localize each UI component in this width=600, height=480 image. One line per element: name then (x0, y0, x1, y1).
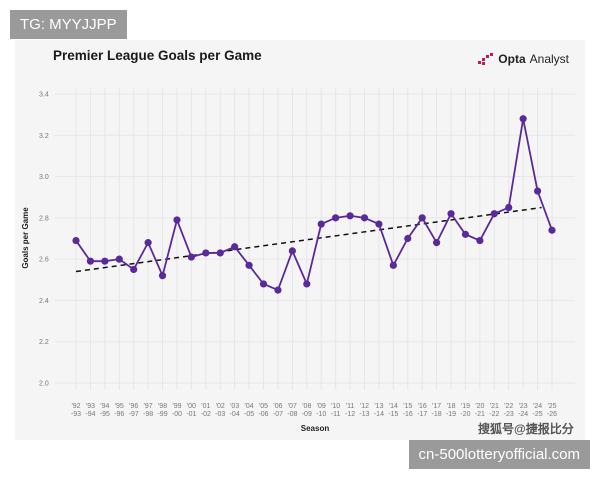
y-axis-label: Goals per Game (21, 207, 30, 269)
y-tick-label: 3.0 (39, 174, 49, 181)
tg-overlay: TG: MYYJJPP (10, 10, 127, 39)
data-point (101, 257, 109, 265)
data-point (346, 212, 354, 220)
data-point (447, 210, 455, 218)
trendline (75, 206, 542, 273)
data-point (130, 265, 138, 274)
data-point (418, 214, 426, 222)
data-point (433, 239, 441, 247)
x-tick-label: '93 -94 (85, 403, 95, 418)
series-line (75, 118, 553, 292)
opta-analyst-logo: Opta Analyst (478, 52, 569, 66)
data-point (72, 236, 80, 245)
x-tick-label: '01 -02 (201, 403, 211, 418)
data-point (519, 115, 527, 123)
x-tick-label: '95 -96 (114, 403, 124, 418)
x-tick-label: '98 -99 (157, 403, 167, 418)
y-tick-label: 2.8 (39, 215, 49, 222)
x-tick-label: '17 -18 (432, 403, 442, 418)
x-tick-label: '05 -06 (258, 403, 268, 418)
chart-card: Premier League Goals per Game Opta Analys… (15, 40, 585, 440)
data-point (187, 253, 195, 261)
data-point (158, 272, 167, 280)
data-point (274, 286, 282, 294)
data-point (144, 239, 152, 247)
data-point (288, 247, 296, 255)
x-tick-label: '99 -00 (172, 403, 182, 418)
line-chart: 2.0 2.2 2.4 2.6 2.8 3.0 3.2 3.4 '92 -93 '93 -94 '94-… (21, 88, 575, 433)
x-tick-label: '07 -08 (287, 403, 297, 418)
y-tick-label: 2.0 (39, 381, 49, 388)
x-tick-label: '19 -20 (460, 403, 470, 418)
opta-logo-icon (478, 53, 494, 65)
data-point (173, 216, 181, 224)
data-point (375, 220, 383, 228)
x-tick-label: '18 -19 (446, 403, 456, 418)
chart-title: Premier League Goals per Game (53, 48, 262, 63)
data-point (231, 243, 239, 251)
y-tick-label: 3.4 (39, 92, 49, 99)
x-tick-label: '22 -23 (504, 403, 514, 418)
data-point (216, 249, 224, 257)
data-point (389, 261, 397, 269)
data-point (245, 261, 253, 269)
x-tick-label: '21 -22 (489, 403, 499, 418)
x-tick-label: '09 -10 (316, 403, 326, 418)
data-point (303, 280, 311, 288)
x-tick-label: '04 -05 (244, 403, 254, 418)
x-tick-label: '92 -93 (71, 403, 81, 418)
y-tick-label: 3.2 (39, 133, 49, 140)
data-point (461, 230, 470, 238)
data-point (490, 210, 498, 218)
x-tick-label: '20 -21 (475, 403, 485, 418)
x-tick-label: '00 -01 (186, 403, 196, 418)
data-point (360, 214, 369, 222)
x-tick-label: '11 -12 (345, 403, 355, 418)
x-tick-label: '13 -14 (374, 403, 384, 418)
x-tick-label: '97 -98 (143, 403, 153, 418)
data-point (505, 203, 513, 212)
x-tick-label: '24 -25 (533, 403, 543, 418)
x-tick-label: '06 -07 (273, 403, 283, 418)
x-tick-label: '15 -16 (403, 403, 413, 418)
x-tick-label: '96 -97 (129, 403, 139, 418)
x-tick-label: '03 -04 (230, 403, 240, 418)
x-tick-label: '10 -11 (331, 403, 341, 418)
x-tick-label: '94 -95 (100, 403, 110, 418)
x-tick-label: '23 -24 (518, 403, 528, 418)
y-tick-label: 2.4 (39, 298, 49, 305)
x-tick-label: '25 -26 (547, 403, 557, 418)
watermark: 搜狐号@捷报比分 (478, 422, 574, 436)
data-point (404, 234, 412, 243)
x-tick-label: '08 -09 (302, 403, 312, 418)
site-overlay: cn-500lotteryofficial.com (408, 440, 590, 469)
data-point (476, 236, 484, 245)
x-tick-label: '12 -13 (359, 403, 369, 418)
logo-brand: Opta (498, 52, 526, 66)
x-tick-label: '02 -03 (215, 403, 225, 418)
y-tick-label: 2.6 (39, 257, 49, 264)
data-point (332, 214, 340, 222)
x-tick-label: '14 -15 (388, 403, 398, 418)
x-tick-label: '16 -17 (417, 403, 427, 418)
x-axis-label: Season (301, 424, 330, 433)
data-point (533, 187, 542, 195)
data-point (202, 249, 210, 257)
data-point (317, 220, 325, 228)
data-point (115, 255, 123, 263)
data-point (259, 280, 268, 288)
y-tick-label: 2.2 (39, 339, 49, 346)
logo-product: Analyst (529, 52, 569, 66)
data-point (86, 257, 95, 265)
data-point (548, 226, 556, 234)
